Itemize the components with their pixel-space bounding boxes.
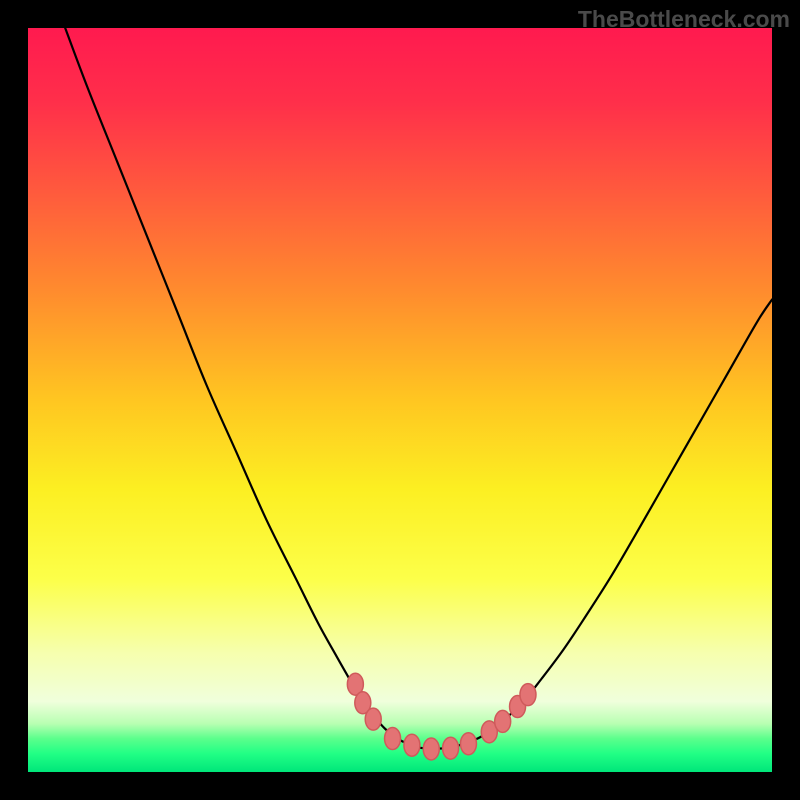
- chart-frame: TheBottleneck.com: [0, 0, 800, 800]
- valley-marker: [423, 738, 439, 760]
- bottleneck-curve-chart: [0, 0, 800, 800]
- valley-marker: [365, 708, 381, 730]
- valley-marker: [460, 733, 476, 755]
- valley-marker: [404, 734, 420, 756]
- valley-marker: [443, 737, 459, 759]
- chart-gradient-background: [28, 28, 772, 772]
- valley-marker: [495, 710, 511, 732]
- watermark-text: TheBottleneck.com: [578, 6, 790, 33]
- valley-marker: [385, 728, 401, 750]
- valley-marker: [520, 684, 536, 706]
